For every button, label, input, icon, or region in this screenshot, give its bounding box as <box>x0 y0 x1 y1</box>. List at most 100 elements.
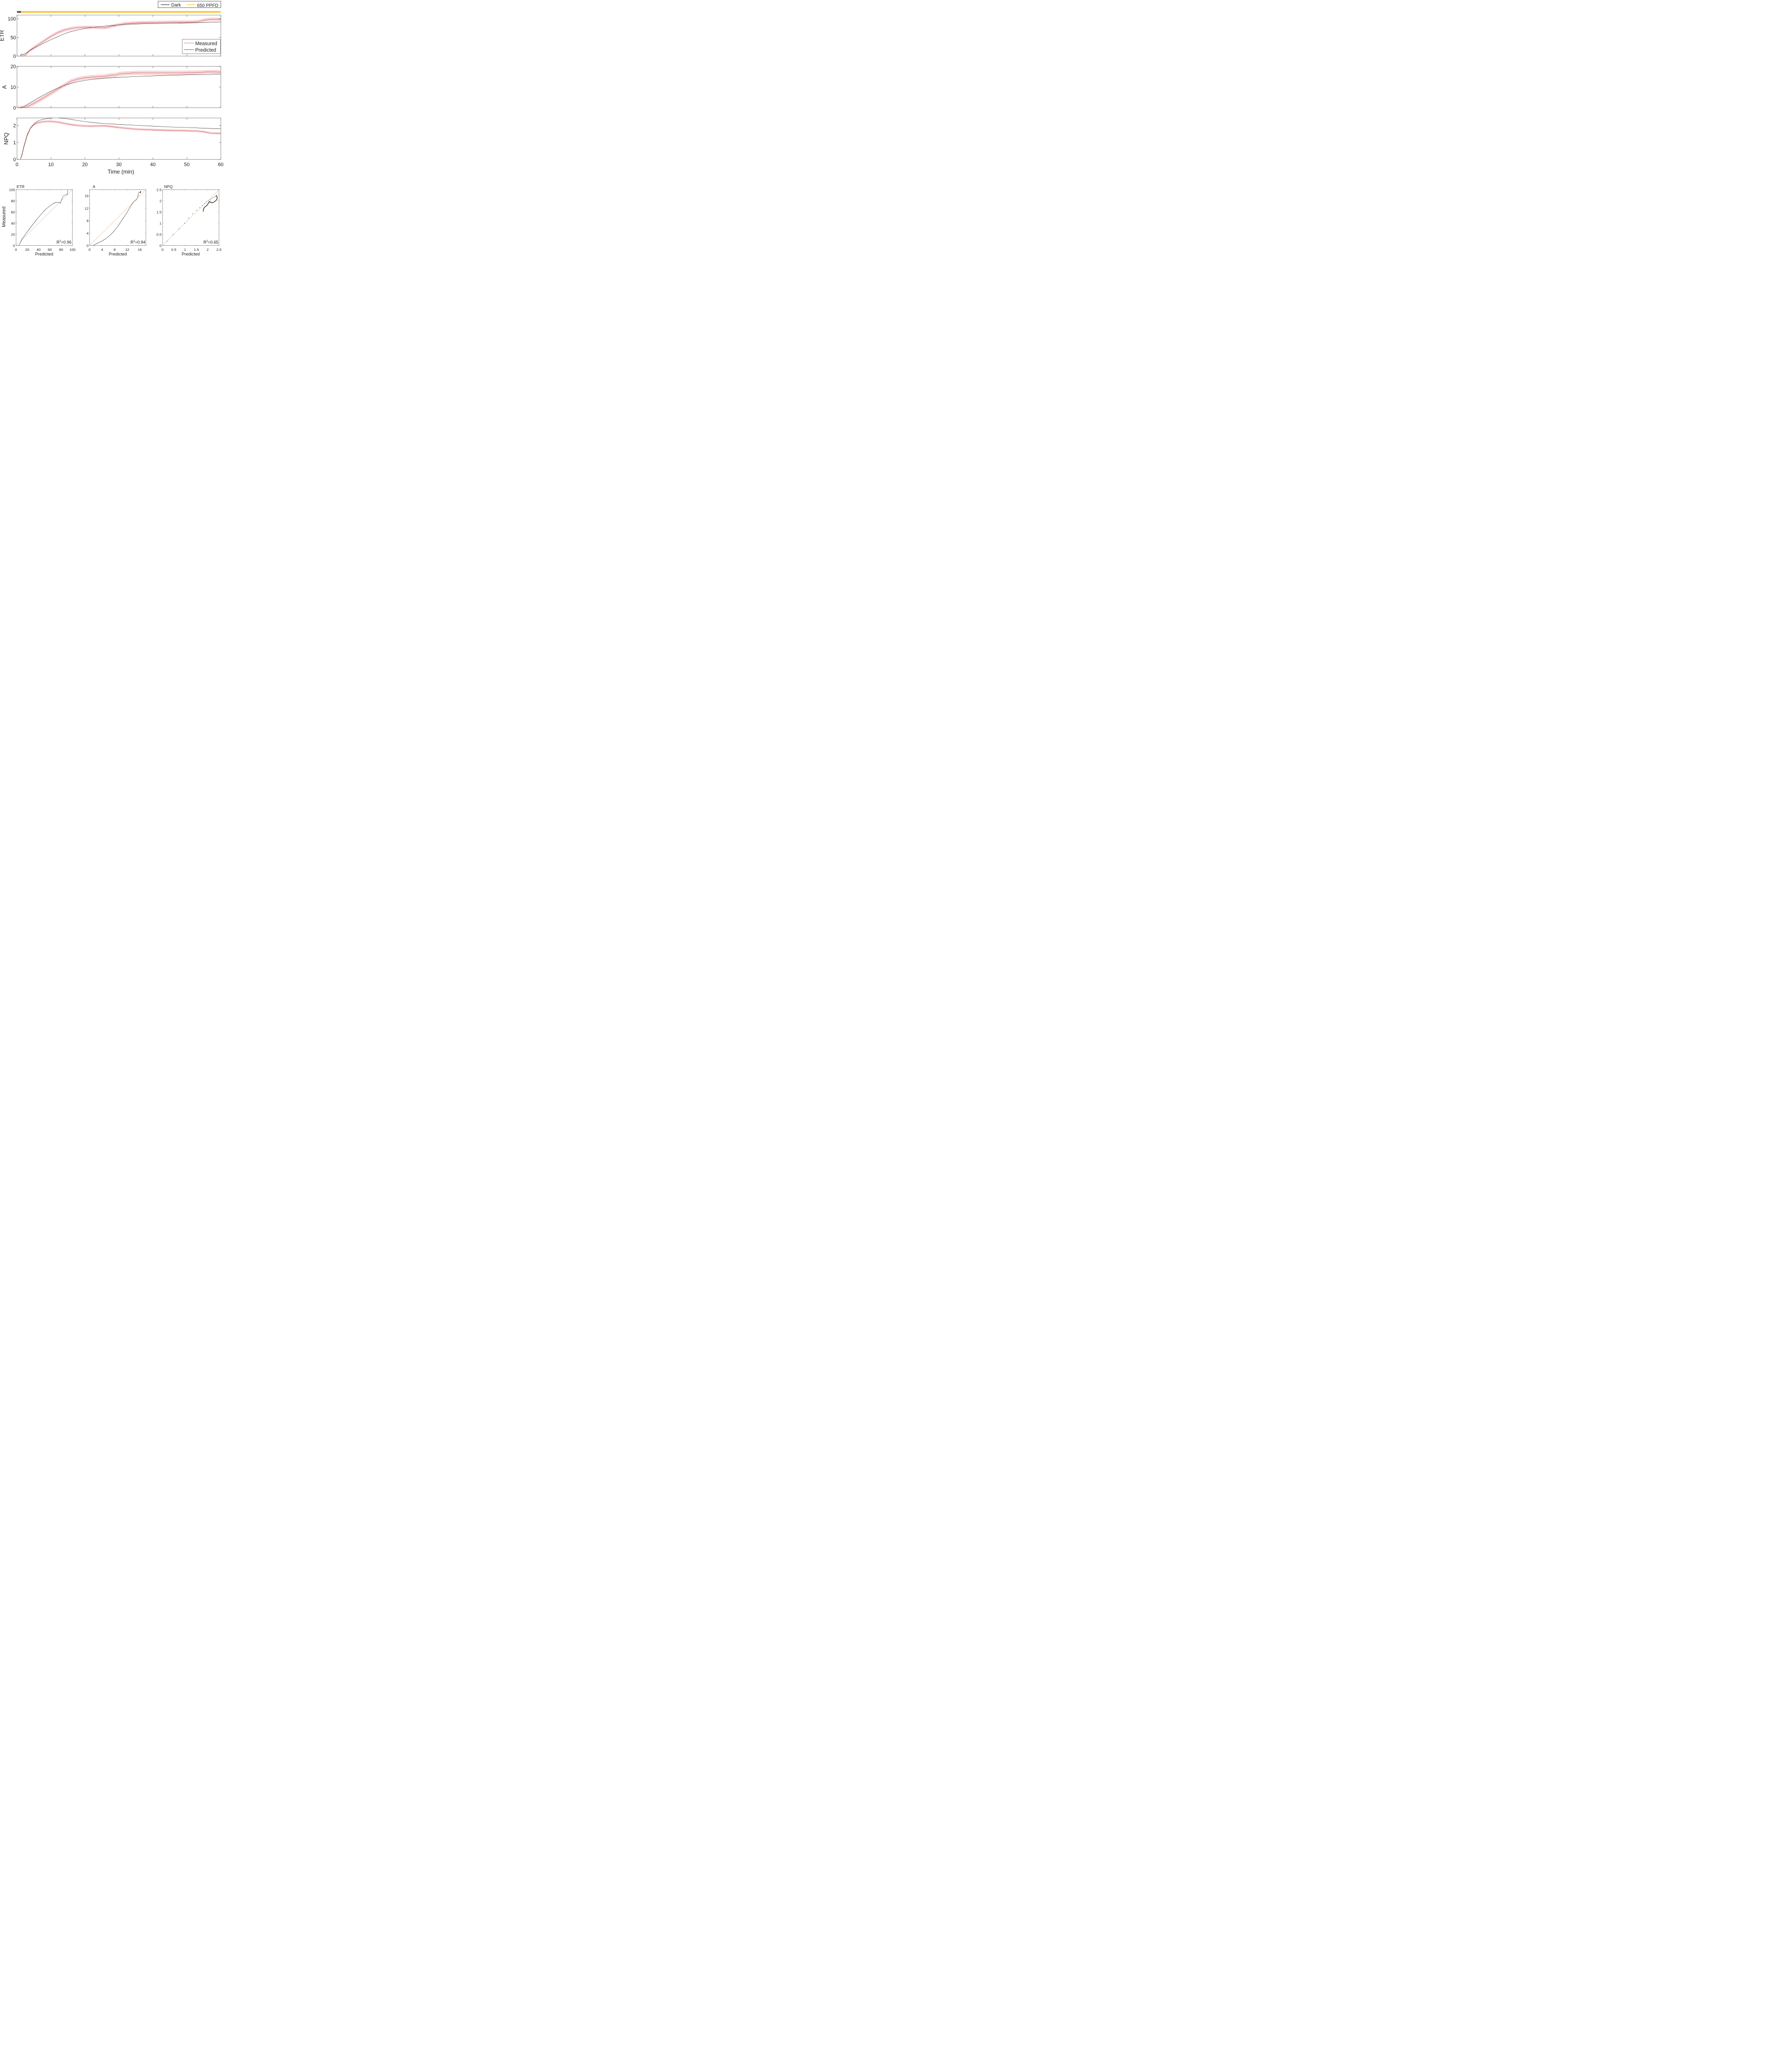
y-tick-label: 1 <box>13 140 16 146</box>
measured-line <box>18 72 221 108</box>
data-point <box>46 208 47 209</box>
x-tick-label: 8 <box>114 248 115 252</box>
x-tick-label: 12 <box>125 248 129 252</box>
data-point <box>24 235 25 236</box>
x-tick-label: 60 <box>48 248 52 252</box>
x-tick-label: 4 <box>101 248 103 252</box>
x-axis-label: Time (min) <box>108 168 134 175</box>
y-tick-label: 0 <box>13 244 15 248</box>
y-tick-label: 2.5 <box>156 188 162 192</box>
measured-line <box>20 19 221 56</box>
x-tick-label: 50 <box>184 162 189 168</box>
data-point <box>129 207 130 208</box>
y-axis-label: A <box>1 85 7 89</box>
x-tick-label: 0 <box>15 248 17 252</box>
data-point <box>94 244 95 245</box>
dark-legend-label: Dark <box>171 3 181 8</box>
data-point <box>110 234 111 235</box>
scatter-x-label: Predicted <box>109 252 127 256</box>
y-tick-label: 4 <box>87 231 89 235</box>
x-tick-label: 2 <box>207 248 209 252</box>
data-point <box>104 239 105 240</box>
y-tick-label: 100 <box>9 188 15 192</box>
identity-line <box>162 189 219 246</box>
scatter-panel-a: 00 4 4 8 8 12 12 16 16 A Predicted R2=0.94 <box>85 184 146 256</box>
data-point <box>53 203 54 204</box>
predicted-legend-label: Predicted <box>195 47 216 53</box>
data-point <box>50 205 51 206</box>
scatter-axes-box <box>89 189 146 246</box>
x-tick-label: 80 <box>59 248 63 252</box>
x-tick-label: 20 <box>82 162 88 168</box>
measured-line <box>20 121 221 160</box>
light-segment-dark <box>17 11 21 13</box>
data-point <box>58 202 59 203</box>
time-x-axis: 0 10 20 30 40 50 60 Time (min) <box>15 162 223 175</box>
y-tick-label: 20 <box>11 233 15 237</box>
light-legend: Dark 650 PPFD <box>158 1 221 8</box>
data-point <box>30 227 31 228</box>
measured-band <box>20 120 221 160</box>
y-tick-label: 10 <box>10 85 16 90</box>
r-squared-base: R <box>130 240 133 244</box>
predicted-line <box>18 74 221 108</box>
r-squared-base: R <box>56 240 59 244</box>
measured-band <box>20 17 221 56</box>
r-squared-annotation: R2=0.94 <box>130 240 145 244</box>
r-squared-value: =0.65 <box>208 240 218 244</box>
y-tick-label: 1 <box>160 221 162 225</box>
data-point <box>215 196 216 197</box>
data-point <box>117 226 118 227</box>
data-point <box>137 197 138 198</box>
data-point <box>43 211 44 212</box>
x-tick-label: 40 <box>37 248 41 252</box>
r-squared-annotation: R2=0.65 <box>203 240 218 244</box>
data-point <box>19 244 20 245</box>
x-tick-label: 100 <box>69 248 76 252</box>
x-tick-label: 0 <box>15 162 18 168</box>
light-protocol-bar <box>17 11 221 13</box>
data-point <box>122 219 123 220</box>
y-tick-label: 50 <box>10 35 16 40</box>
x-tick-label: 0 <box>162 248 164 252</box>
y-tick-label: 0 <box>13 157 16 162</box>
y-tick-label: 1.5 <box>156 210 162 214</box>
data-point <box>204 203 205 204</box>
measured-legend-label: Measured <box>195 41 217 47</box>
data-point <box>21 239 22 240</box>
measured-band <box>18 70 221 108</box>
x-tick-label: 2.5 <box>216 248 222 252</box>
y-tick-label: 0 <box>13 106 16 111</box>
scatter-title: A <box>93 184 95 189</box>
light-legend-label: 650 PPFD <box>197 3 218 8</box>
scatter-panel-npq: 000.50.5111.51.5222.52.5NPQPredictedR2=0… <box>156 184 222 256</box>
data-point <box>54 202 55 203</box>
series-legend-box <box>182 39 221 54</box>
data-point <box>51 204 52 205</box>
scatter-axes-box <box>162 189 219 246</box>
light-segment-light <box>21 11 221 13</box>
data-point <box>44 210 45 211</box>
data-point <box>93 245 94 246</box>
data-point <box>35 220 36 221</box>
data-point <box>55 202 56 203</box>
data-point <box>125 214 126 215</box>
r-squared-value: =0.94 <box>135 240 145 244</box>
x-tick-label: 0.5 <box>171 248 176 252</box>
x-tick-label: 30 <box>116 162 121 168</box>
x-tick-label: 0 <box>88 248 91 252</box>
data-point <box>67 190 68 191</box>
x-tick-label: 20 <box>25 248 29 252</box>
x-tick-label: 16 <box>138 248 142 252</box>
y-tick-label: 100 <box>8 16 16 22</box>
x-tick-label: 1 <box>184 248 186 252</box>
predicted-line <box>20 117 221 160</box>
timeseries-panel-etr: 0 50 100 ETR <box>0 14 221 60</box>
data-point <box>209 199 210 200</box>
x-tick-label: 10 <box>48 162 54 168</box>
y-tick-label: 8 <box>87 219 88 223</box>
y-tick-label: 60 <box>11 210 15 214</box>
r-squared-sup: 2 <box>206 240 208 243</box>
scatter-x-label: Predicted <box>182 252 200 256</box>
